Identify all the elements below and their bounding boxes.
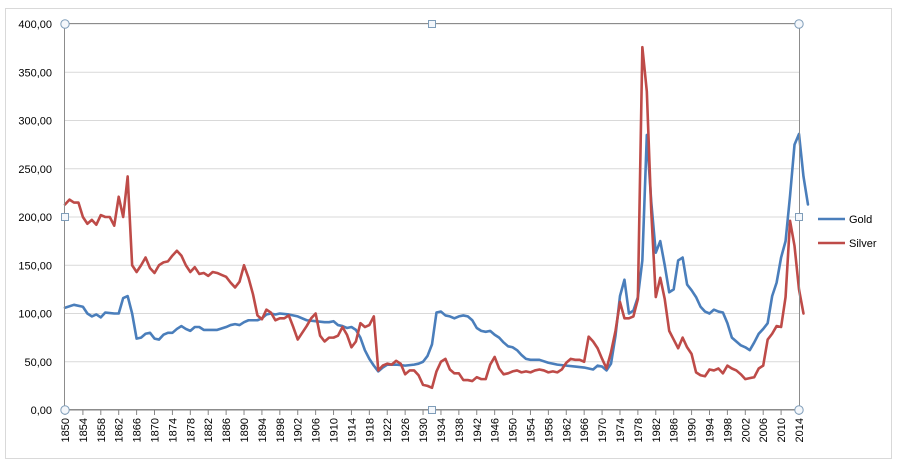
x-tick-label: 1982 [651, 418, 663, 442]
series-line-silver[interactable] [63, 45, 805, 390]
x-tick-label: 1970 [597, 418, 609, 442]
y-tick-label: 200,00 [18, 212, 52, 224]
x-tick-label: 1994 [704, 418, 716, 442]
y-tick-label: 0,00 [31, 405, 52, 417]
x-tick-label: 1986 [669, 418, 681, 442]
series-layer [63, 45, 810, 390]
corner-resize-handle[interactable] [794, 405, 804, 415]
x-tick-label: 1878 [185, 418, 197, 442]
legend-label-gold: Gold [849, 214, 872, 226]
x-tick-label: 1958 [543, 418, 555, 442]
x-tick-label: 1918 [364, 418, 376, 442]
side-resize-handle[interactable] [428, 20, 436, 28]
x-tick-label: 1870 [150, 418, 162, 442]
x-tick-label: 1934 [436, 418, 448, 442]
chart-frame [5, 8, 892, 459]
x-tick-label: 1898 [275, 418, 287, 442]
x-tick-label: 1902 [293, 418, 305, 442]
y-tick-label: 250,00 [18, 164, 52, 176]
y-tick-label: 50,00 [24, 357, 52, 369]
x-tick-label: 2014 [794, 418, 806, 442]
corner-resize-handle[interactable] [794, 19, 804, 29]
x-tick-label: 1862 [114, 418, 126, 442]
x-tick-label: 1978 [633, 418, 645, 442]
x-tick-label: 1914 [346, 418, 358, 442]
x-tick-label: 2006 [758, 418, 770, 442]
x-tick-label: 1922 [382, 418, 394, 442]
series-line-gold[interactable] [63, 132, 810, 373]
selection-handles[interactable] [60, 19, 804, 415]
side-resize-handle[interactable] [428, 406, 436, 414]
x-tick-label: 1946 [490, 418, 502, 442]
legend-label-silver: Silver [849, 238, 877, 250]
x-tick-label: 1906 [311, 418, 323, 442]
y-tick-label: 150,00 [18, 260, 52, 272]
x-tick-label: 1962 [561, 418, 573, 442]
y-tick-label: 400,00 [18, 19, 52, 31]
x-tick-label: 1854 [78, 418, 90, 442]
x-tick-label: 1882 [203, 418, 215, 442]
x-tick-label: 1886 [221, 418, 233, 442]
x-tick-label: 2002 [740, 418, 752, 442]
x-tick-label: 1930 [418, 418, 430, 442]
x-tick-label: 1910 [329, 418, 341, 442]
side-resize-handle[interactable] [61, 213, 69, 221]
side-resize-handle[interactable] [795, 213, 803, 221]
x-tick-label: 1990 [687, 418, 699, 442]
legend[interactable]: Gold Silver [818, 214, 877, 250]
x-tick-label: 1926 [400, 418, 412, 442]
x-tick-label: 1894 [257, 418, 269, 442]
x-tick-label: 1890 [239, 418, 251, 442]
corner-resize-handle[interactable] [60, 19, 70, 29]
x-tick-label: 1950 [508, 418, 520, 442]
x-tick-label: 2010 [776, 418, 788, 442]
y-tick-label: 350,00 [18, 67, 52, 79]
x-tick-label: 1850 [60, 418, 72, 442]
y-tick-label: 300,00 [18, 116, 52, 128]
x-tick-label: 1858 [96, 418, 108, 442]
x-tick-label: 1974 [615, 418, 627, 442]
corner-resize-handle[interactable] [60, 405, 70, 415]
x-tick-label: 1874 [167, 418, 179, 442]
x-tick-label: 1938 [454, 418, 466, 442]
x-tick-label: 1966 [579, 418, 591, 442]
x-tick-label: 1866 [132, 418, 144, 442]
axes: 0,00 50,00 100,00 150,00 200,00 250,00 300,00 3… [18, 19, 806, 442]
x-tick-label: 1954 [525, 418, 537, 442]
x-tick-label: 1998 [722, 418, 734, 442]
x-tick-label: 1942 [472, 418, 484, 442]
y-tick-label: 100,00 [18, 309, 52, 321]
